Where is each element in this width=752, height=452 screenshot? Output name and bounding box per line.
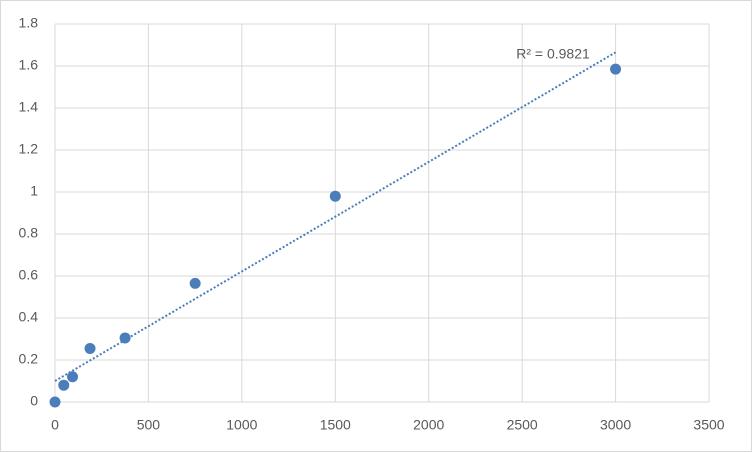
y-tick-label: 1.8 (19, 15, 39, 31)
x-tick-label: 2000 (413, 417, 444, 433)
x-tick-label: 3000 (600, 417, 631, 433)
y-tick-label: 1.2 (19, 141, 39, 157)
y-tick-label: 1.4 (19, 99, 39, 115)
x-tick-label: 3500 (693, 417, 724, 433)
y-tick-label: 0.2 (19, 351, 39, 367)
data-point (58, 379, 70, 391)
data-point (329, 190, 341, 202)
data-point (189, 277, 201, 289)
x-tick-label: 1500 (320, 417, 351, 433)
y-tick-label: 0.8 (19, 225, 39, 241)
y-tick-label: 0.6 (19, 267, 39, 283)
annotation: R² = 0.9821 (516, 46, 590, 62)
data-point (84, 342, 96, 354)
y-tick-label: 0.4 (19, 309, 39, 325)
x-tick-label: 0 (51, 417, 59, 433)
trendline (54, 51, 617, 382)
data-point (49, 396, 61, 408)
data-point (67, 371, 79, 383)
y-tick-label: 0 (30, 393, 38, 409)
data-point (119, 332, 131, 344)
y-tick-label: 1 (30, 183, 38, 199)
x-tick-label: 500 (137, 417, 161, 433)
x-tick-label: 1000 (226, 417, 257, 433)
x-tick-label: 2500 (507, 417, 538, 433)
y-tick-label: 1.6 (19, 57, 39, 73)
data-point (610, 63, 622, 75)
